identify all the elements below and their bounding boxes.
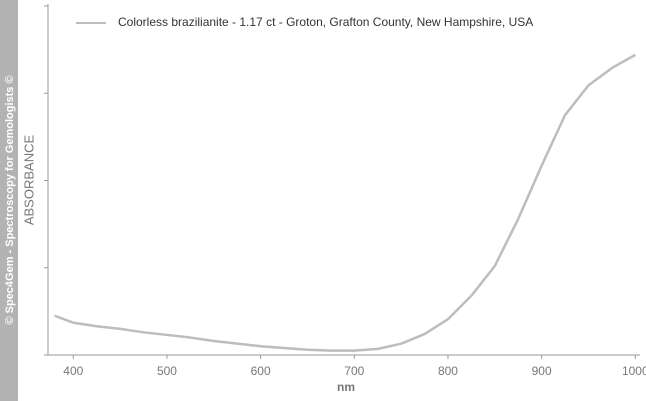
watermark-strip — [0, 0, 18, 401]
x-tick-label: 400 — [63, 364, 83, 378]
x-tick-label: 600 — [251, 364, 271, 378]
y-axis-label: ABSORBANCE — [21, 135, 36, 226]
x-tick-label: 700 — [344, 364, 364, 378]
x-axis-label: nm — [337, 380, 355, 394]
spectrum-line — [54, 53, 636, 352]
x-tick-label: 900 — [532, 364, 552, 378]
x-tick-label: 800 — [438, 364, 458, 378]
x-tick-label: 500 — [157, 364, 177, 378]
x-tick-label: 1000 — [622, 364, 646, 378]
watermark: © Spec4Gem - Spectroscopy for Gemologist… — [4, 75, 16, 324]
legend-label: Colorless brazilianite - 1.17 ct - Groto… — [118, 15, 533, 29]
